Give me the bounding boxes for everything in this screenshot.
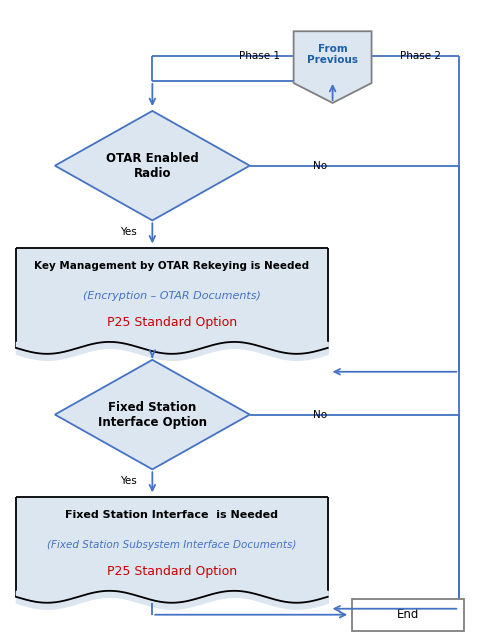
Polygon shape (55, 111, 249, 220)
FancyBboxPatch shape (16, 497, 327, 597)
Polygon shape (293, 31, 371, 103)
Text: OTAR Enabled
Radio: OTAR Enabled Radio (106, 152, 198, 180)
Text: No: No (313, 161, 327, 171)
Text: From
Previous: From Previous (306, 44, 357, 66)
Text: No: No (313, 410, 327, 420)
FancyBboxPatch shape (16, 248, 327, 348)
Text: Yes: Yes (120, 476, 136, 486)
Text: Fixed Station Interface  is Needed: Fixed Station Interface is Needed (65, 510, 278, 520)
Text: P25 Standard Option: P25 Standard Option (106, 566, 236, 578)
FancyBboxPatch shape (351, 599, 463, 631)
Text: (Fixed Station Subsystem Interface Documents): (Fixed Station Subsystem Interface Docum… (47, 540, 296, 550)
Text: Key Management by OTAR Rekeying is Needed: Key Management by OTAR Rekeying is Neede… (34, 261, 309, 271)
Text: Yes: Yes (120, 227, 136, 238)
Text: (Encryption – OTAR Documents): (Encryption – OTAR Documents) (83, 291, 260, 301)
Text: End: End (396, 608, 419, 621)
Polygon shape (55, 360, 249, 469)
Text: P25 Standard Option: P25 Standard Option (106, 317, 236, 329)
Text: Fixed Station
Interface Option: Fixed Station Interface Option (98, 401, 206, 429)
Text: Phase 2: Phase 2 (399, 51, 440, 61)
Text: Phase 1: Phase 1 (239, 51, 279, 61)
